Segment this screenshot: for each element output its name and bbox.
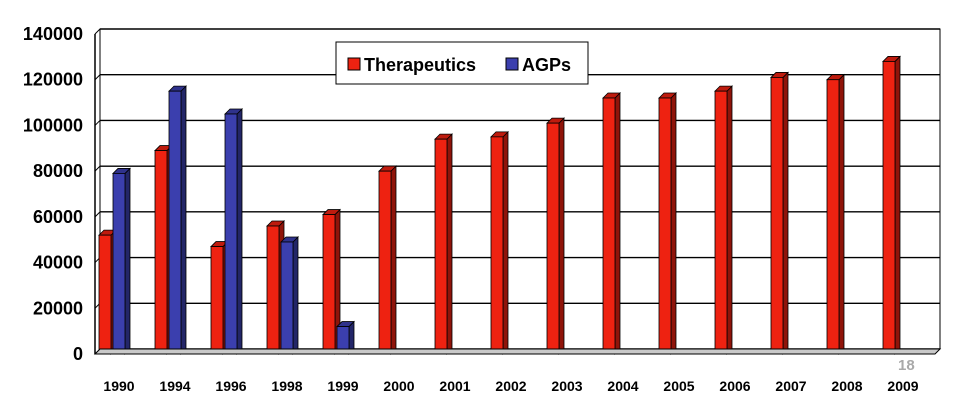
x-tick-label: 2000 xyxy=(383,378,414,394)
bar-therapeutics-2005 xyxy=(658,92,677,355)
legend-label-therapeutics: Therapeutics xyxy=(364,55,476,75)
x-tick-label: 1994 xyxy=(159,378,190,394)
legend-label-agps: AGPs xyxy=(522,55,571,75)
bar-front xyxy=(210,246,224,355)
bar-side xyxy=(558,117,565,355)
bar-front xyxy=(826,79,840,355)
bar-agps-1996 xyxy=(224,108,243,355)
bar-front xyxy=(378,170,392,355)
bar-therapeutics-2009 xyxy=(882,55,901,355)
bar-front xyxy=(434,138,448,355)
legend-swatch-therapeutics xyxy=(347,57,361,71)
bar-side xyxy=(124,167,131,355)
axis-layer: 0 20000 40000 60000 80000 100000 120000 140000 1… xyxy=(23,24,942,394)
bar-front xyxy=(546,122,560,355)
bar-front xyxy=(770,77,784,355)
bar-side xyxy=(614,92,621,355)
bar-therapeutics-2001 xyxy=(434,133,453,355)
y-tick-label: 140000 xyxy=(23,24,83,44)
y-tick-label: 100000 xyxy=(23,115,83,135)
bar-side xyxy=(390,165,397,355)
bar-side xyxy=(292,236,299,355)
bar-therapeutics-1999 xyxy=(322,208,341,355)
gridline-depth xyxy=(94,28,101,35)
y-tick-label: 80000 xyxy=(33,161,83,181)
x-tick-label: 2008 xyxy=(831,378,862,394)
bar-therapeutics-2002 xyxy=(490,130,509,355)
bar-front xyxy=(266,225,280,355)
bar-front xyxy=(882,61,896,355)
bar-front xyxy=(224,113,238,355)
bar-side xyxy=(894,55,901,355)
gridline-depth xyxy=(94,74,101,81)
bar-front xyxy=(112,173,126,355)
x-tick-label: 1990 xyxy=(103,378,134,394)
x-tick-label: 2004 xyxy=(607,378,638,394)
bar-therapeutics-2004 xyxy=(602,92,621,355)
x-tick-label: 2002 xyxy=(495,378,526,394)
bar-therapeutics-2000 xyxy=(378,165,397,355)
bar-side xyxy=(782,71,789,355)
x-tick-label: 1998 xyxy=(271,378,302,394)
bar-side xyxy=(726,85,733,355)
bar-side xyxy=(838,73,845,355)
legend: Therapeutics AGPs xyxy=(335,41,589,85)
bar-front xyxy=(322,214,336,355)
x-tick-label: 2001 xyxy=(439,378,470,394)
bar-side xyxy=(236,108,243,355)
bar-front xyxy=(490,136,504,355)
gridline-depth xyxy=(94,165,101,172)
bar-agps-1998 xyxy=(280,236,299,355)
page-number: 18 xyxy=(898,357,915,374)
bar-therapeutics-2007 xyxy=(770,71,789,355)
bar-front xyxy=(280,241,294,355)
gridline-depth xyxy=(94,120,101,126)
bar-side xyxy=(670,92,677,355)
bar-front xyxy=(714,90,728,355)
bar-side xyxy=(502,130,509,355)
bar-front xyxy=(154,150,168,355)
x-tick-label: 1996 xyxy=(215,378,246,394)
bar-therapeutics-2006 xyxy=(714,85,733,355)
bar-side xyxy=(180,85,187,355)
legend-box xyxy=(335,41,589,85)
y-tick-label: 20000 xyxy=(33,298,83,318)
y-tick-label: 60000 xyxy=(33,207,83,227)
x-axis-floor xyxy=(93,348,942,355)
bar-therapeutics-2008 xyxy=(826,73,845,355)
legend-swatch-agps xyxy=(505,57,519,71)
bar-front xyxy=(98,234,112,355)
y-tick-label: 40000 xyxy=(33,253,83,273)
x-tick-label: 2007 xyxy=(775,378,806,394)
bar-front xyxy=(168,90,182,355)
gridline-depth xyxy=(94,211,101,218)
y-tick-label: 0 xyxy=(73,344,83,364)
x-tick-label: 2006 xyxy=(719,378,750,394)
x-tick-label: 2009 xyxy=(887,378,918,394)
bar-side xyxy=(446,133,453,355)
bar-agps-1994 xyxy=(168,85,187,355)
bar-therapeutics-2003 xyxy=(546,117,565,355)
bar-front xyxy=(602,97,616,355)
x-tick-label: 2003 xyxy=(551,378,582,394)
bar-agps-1990 xyxy=(112,167,131,355)
y-tick-label: 120000 xyxy=(23,70,83,90)
bar-agps-1999 xyxy=(336,320,355,355)
x-tick-label: 2005 xyxy=(663,378,694,394)
bar-front xyxy=(658,97,672,355)
x-tick-label: 1999 xyxy=(327,378,358,394)
